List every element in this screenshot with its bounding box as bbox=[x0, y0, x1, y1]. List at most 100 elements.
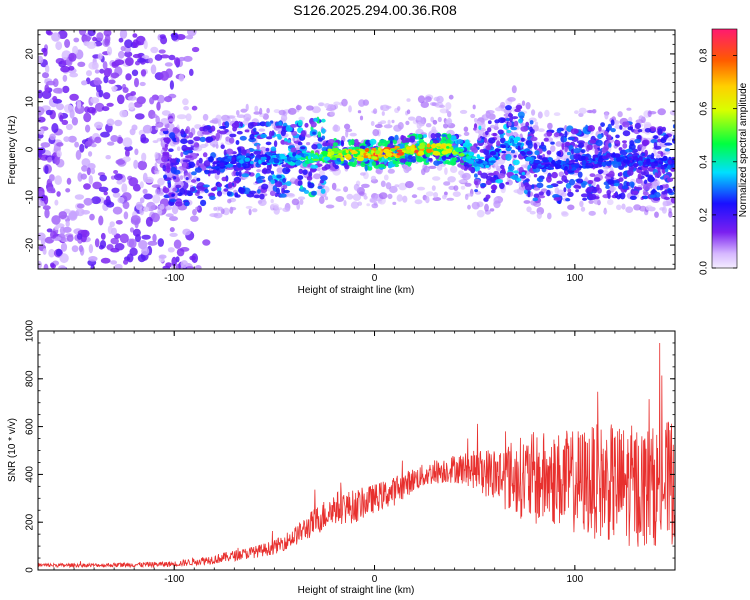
colorbar-label: Normalized spectral amplitude bbox=[738, 82, 749, 217]
spectrogram-ridge-blob bbox=[363, 155, 369, 159]
spectrogram-band-blob bbox=[281, 187, 285, 195]
spectrogram-halo-blob bbox=[531, 109, 536, 116]
spectrogram-halo-blob bbox=[165, 205, 173, 211]
spectrogram-noise-blob bbox=[93, 77, 102, 86]
spectrogram-band-blob bbox=[193, 142, 200, 148]
spectrogram-band-blob bbox=[223, 149, 227, 156]
spectrogram-halo-blob bbox=[424, 96, 432, 103]
spectrogram-band-blob bbox=[622, 130, 631, 137]
spectrogram-band-blob bbox=[546, 175, 552, 183]
spectrogram-halo-blob bbox=[380, 180, 386, 188]
spectrogram-noise-blob bbox=[154, 54, 163, 61]
spectrogram-band-blob bbox=[553, 197, 562, 201]
spectrogram-ridge-blob bbox=[654, 163, 659, 167]
spectrogram-band-blob bbox=[168, 192, 172, 197]
spectrogram-noise-blob bbox=[176, 248, 185, 257]
spectrogram-ridge-blob bbox=[290, 157, 297, 161]
spectrogram-noise-blob bbox=[56, 191, 61, 197]
spectrogram-noise-blob bbox=[110, 135, 119, 142]
spectrogram-noise-blob bbox=[96, 83, 102, 93]
spectrogram-noise-blob bbox=[114, 173, 123, 181]
spectrogram-halo-blob bbox=[484, 203, 489, 212]
spectrogram-band-blob bbox=[279, 193, 287, 198]
spectrogram-ridge-blob bbox=[292, 152, 297, 157]
spectrogram-noise-blob bbox=[44, 165, 49, 175]
spectrogram-noise-blob bbox=[110, 72, 120, 79]
spectrogram-band-blob bbox=[497, 173, 506, 179]
spectrogram-band-blob bbox=[170, 166, 177, 174]
spectrogram-band-blob bbox=[332, 142, 339, 147]
spectrogram-band-blob bbox=[258, 175, 265, 180]
spectrogram-noise-blob bbox=[46, 186, 56, 194]
spectrogram-halo-blob bbox=[387, 168, 395, 174]
spectrogram-band-blob bbox=[229, 133, 237, 138]
spectrogram-noise-blob bbox=[54, 199, 59, 206]
spectrogram-noise-blob bbox=[103, 191, 108, 196]
spectrogram-halo-blob bbox=[222, 207, 230, 216]
spectrogram-noise-blob bbox=[152, 233, 157, 243]
spectrogram-noise-blob bbox=[71, 116, 78, 126]
spectrogram-noise-blob bbox=[88, 151, 93, 157]
spectrogram-noise-blob bbox=[150, 212, 160, 223]
spectrogram-halo-blob bbox=[348, 105, 352, 113]
spectrogram-ridge-blob bbox=[217, 157, 223, 161]
spectrogram-band-blob bbox=[249, 133, 255, 140]
spectrogram-noise-blob bbox=[43, 195, 49, 205]
spectrogram-band-blob bbox=[162, 187, 170, 194]
spectrogram-band-blob bbox=[215, 134, 220, 142]
spectrogram-band-blob bbox=[661, 191, 667, 195]
spectrogram-noise-blob bbox=[103, 30, 112, 37]
spectrogram-halo-blob bbox=[157, 177, 165, 186]
spectrogram-band-blob bbox=[488, 137, 496, 144]
spectrogram-x-tick-label: -100 bbox=[164, 273, 184, 284]
spectrogram-ridge-blob bbox=[494, 148, 501, 153]
spectrogram-noise-blob bbox=[94, 69, 100, 74]
spectrogram-band-blob bbox=[226, 166, 234, 170]
spectrogram-band-blob bbox=[497, 129, 504, 135]
spectrogram-noise-blob bbox=[137, 160, 148, 171]
spectrogram-ridge-blob bbox=[441, 150, 449, 155]
spectrogram-noise-blob bbox=[76, 233, 83, 240]
spectrogram-noise-blob bbox=[99, 240, 107, 249]
spectrogram-band-blob bbox=[324, 164, 331, 170]
spectrogram-noise-blob bbox=[171, 256, 177, 267]
spectrogram-band-blob bbox=[234, 192, 239, 198]
snr-y-tick-label: 0 bbox=[25, 567, 36, 573]
spectrogram-noise-blob bbox=[74, 141, 79, 148]
spectrogram-noise-blob bbox=[202, 239, 211, 246]
spectrogram-ridge-blob bbox=[566, 158, 569, 163]
spectrogram-noise-blob bbox=[62, 74, 68, 82]
spectrogram-ridge-blob bbox=[446, 146, 450, 149]
spectrogram-band-blob bbox=[282, 184, 288, 190]
spectrogram-noise-blob bbox=[132, 33, 138, 38]
spectrogram-band-blob bbox=[470, 145, 477, 151]
spectrogram-noise-blob bbox=[50, 262, 55, 268]
spectrogram-band-blob bbox=[585, 124, 589, 131]
spectrogram-ridge-blob bbox=[300, 157, 304, 161]
spectrogram-band-blob bbox=[642, 191, 649, 196]
spectrogram-noise-blob bbox=[48, 248, 55, 258]
spectrogram-halo-blob bbox=[445, 109, 449, 114]
spectrogram-band-blob bbox=[306, 175, 313, 181]
spectrogram-halo-blob bbox=[446, 197, 455, 201]
spectrogram-noise-blob bbox=[80, 173, 88, 180]
spectrogram-band-blob bbox=[297, 141, 303, 146]
spectrogram-band-blob bbox=[672, 185, 675, 193]
spectrogram-halo-blob bbox=[236, 110, 240, 116]
spectrogram-halo-blob bbox=[306, 105, 314, 111]
spectrogram-band-blob bbox=[189, 186, 196, 192]
spectrogram-band-blob bbox=[556, 180, 563, 184]
spectrogram-ridge-blob bbox=[352, 151, 358, 154]
spectrogram-ridge-blob bbox=[480, 164, 484, 168]
spectrogram-x-tick-label: 100 bbox=[566, 273, 583, 284]
spectrogram-halo-blob bbox=[406, 98, 411, 102]
spectrogram-halo-blob bbox=[251, 208, 258, 213]
spectrogram-ridge-blob bbox=[467, 159, 475, 164]
spectrogram-noise-blob bbox=[128, 238, 137, 249]
spectrogram-noise-blob bbox=[130, 215, 141, 224]
spectrogram-noise-blob bbox=[158, 49, 166, 54]
chart-title: S126.2025.294.00.36.R08 bbox=[293, 2, 457, 18]
spectrogram-noise-blob bbox=[142, 124, 153, 134]
spectrogram-band-blob bbox=[266, 163, 272, 171]
spectrogram-halo-blob bbox=[432, 176, 441, 181]
